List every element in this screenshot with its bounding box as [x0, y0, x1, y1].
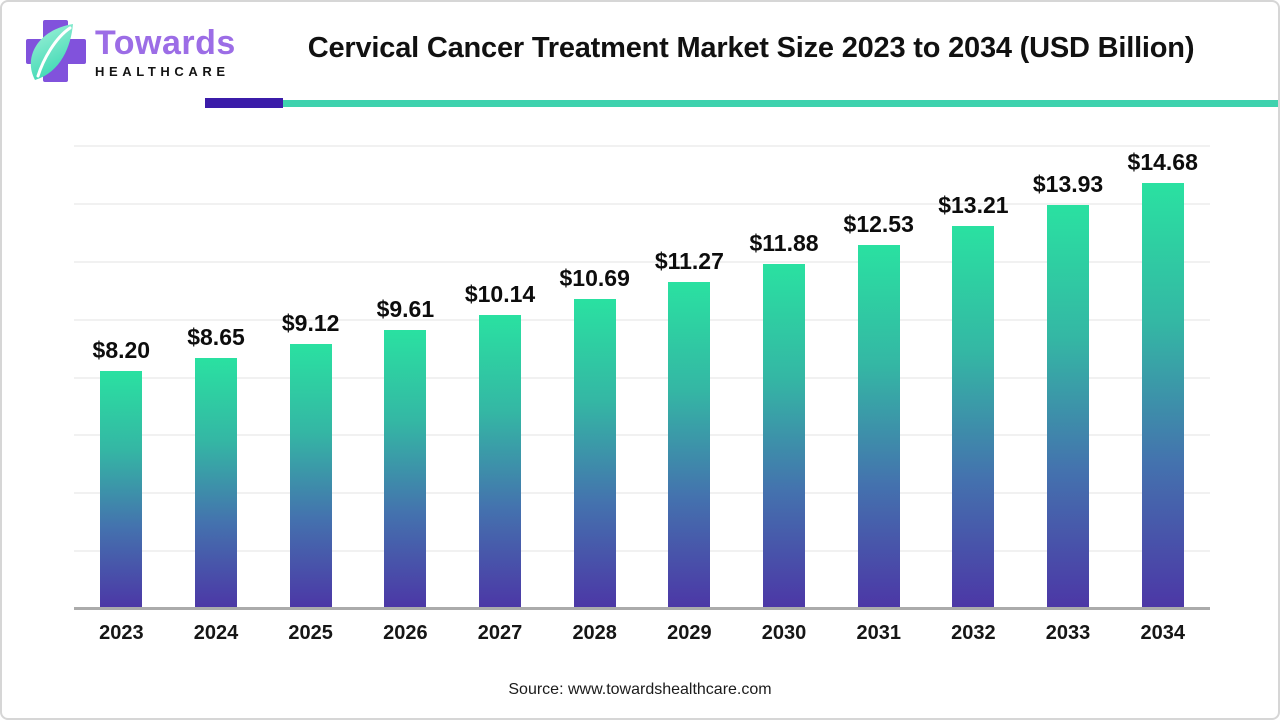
bar-2032	[952, 225, 995, 608]
x-axis-label: 2029	[667, 622, 712, 644]
bar-2031	[857, 245, 900, 608]
bar-column-2032: $13.21	[926, 145, 1021, 608]
bar-2026	[384, 329, 427, 608]
bar-2027	[479, 314, 522, 608]
bar-value-label: $11.88	[749, 230, 819, 257]
x-axis-label: 2030	[761, 622, 807, 644]
logo-text: Towards HEALTHCARE	[95, 18, 236, 79]
divider-teal-line	[283, 99, 1278, 107]
gridline-10	[74, 318, 1210, 321]
gridline-16	[74, 145, 1210, 147]
bar-value-label: $9.61	[376, 295, 435, 322]
bar-column-2023: $8.20	[74, 145, 169, 608]
bar-value-label: $10.69	[559, 264, 630, 291]
gridline-12	[74, 260, 1210, 263]
bar-2034	[1141, 183, 1184, 608]
x-axis-label: 2034	[1140, 622, 1185, 644]
logo-cross-leaf-icon	[26, 20, 86, 82]
bar-value-label: $9.12	[281, 310, 340, 337]
bar-column-2030: $11.88	[737, 145, 832, 608]
bar-value-label: $8.65	[187, 323, 245, 350]
x-axis-baseline	[74, 607, 1210, 610]
bar-column-2026: $9.61	[358, 145, 453, 608]
bar-2023	[100, 370, 143, 608]
gridline-8	[74, 376, 1210, 379]
source-note: Source: www.towardshealthcare.com	[508, 681, 772, 698]
x-axis-label: 2026	[383, 622, 428, 644]
bar-2024	[195, 357, 237, 608]
bar-value-label: $11.27	[654, 247, 724, 274]
bar-value-label: $12.53	[843, 211, 914, 238]
bar-column-2024: $8.65	[169, 145, 264, 608]
bar-value-label: $8.20	[92, 336, 151, 363]
x-axis-label: 2025	[288, 622, 333, 644]
chart-title: Cervical Cancer Treatment Market Size 20…	[307, 32, 1195, 64]
bar-value-label: $13.93	[1032, 170, 1104, 197]
bar-column-2028: $10.69	[547, 145, 642, 608]
divider-purple-segment	[205, 98, 283, 108]
bar-2030	[763, 264, 806, 608]
towards-healthcare-logo: Towards HEALTHCARE	[23, 18, 236, 84]
bar-column-2033: $13.93	[1021, 145, 1116, 608]
bar-value-label: $10.14	[464, 280, 536, 307]
x-axis-label: 2031	[856, 622, 901, 644]
x-axis-label: 2032	[951, 622, 996, 644]
logo-brand-name: Towards	[95, 24, 236, 62]
x-axis-label: 2024	[193, 622, 239, 644]
bar-value-label: $13.21	[938, 191, 1009, 218]
bar-chart-plot-area: $8.20 $8.65 $9.12 $9.61 $10.14 $10.69 $11.27 $1…	[74, 145, 1210, 610]
x-axis-labels: 2023 2024 2025 2026 2027 2028 2029 2030 2031 2032…	[74, 622, 1210, 645]
bar-columns: $8.20 $8.65 $9.12 $9.61 $10.14 $10.69 $11.27 $1…	[74, 145, 1210, 608]
gridline-2	[74, 550, 1210, 553]
logo-subbrand-name: HEALTHCARE	[95, 64, 230, 79]
bar-2028	[573, 298, 616, 608]
x-axis-label: 2027	[477, 622, 523, 644]
x-axis-label: 2023	[99, 622, 144, 644]
bar-column-2031: $12.53	[831, 145, 926, 608]
bar-2033	[1047, 204, 1090, 608]
bar-value-label: $14.68	[1127, 149, 1198, 176]
bar-column-2029: $11.27	[642, 145, 737, 608]
bar-2025	[289, 344, 332, 608]
bar-2029	[668, 281, 711, 608]
x-axis-label: 2028	[572, 622, 617, 644]
bar-column-2027: $10.14	[453, 145, 548, 608]
gridline-14	[74, 202, 1210, 205]
bar-column-2034: $14.68	[1115, 145, 1210, 608]
bar-column-2025: $9.12	[263, 145, 358, 608]
gridline-4	[74, 492, 1210, 495]
title-divider	[205, 98, 1278, 108]
gridline-6	[74, 434, 1210, 437]
x-axis-label: 2033	[1045, 622, 1091, 644]
